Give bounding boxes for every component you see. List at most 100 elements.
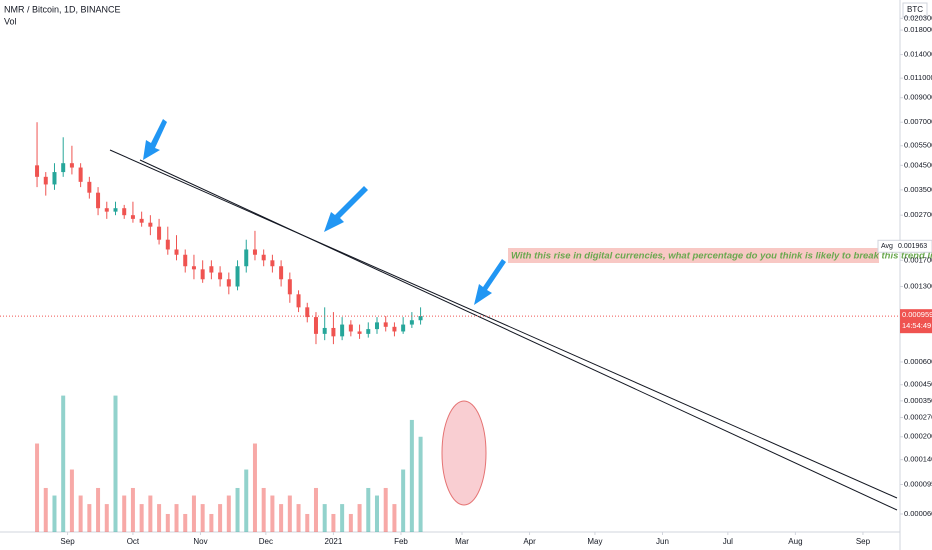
volume-bar: [270, 495, 275, 532]
volume-bar: [340, 504, 345, 532]
y2-tick-label: 0.000060: [904, 509, 932, 518]
candle-body: [366, 329, 371, 334]
x-tick-label: Mar: [455, 537, 469, 546]
volume-bar: [35, 443, 40, 532]
candle-body: [252, 249, 257, 255]
candle-body: [87, 181, 92, 193]
volume-bar: [87, 504, 92, 532]
volume-bar: [392, 504, 397, 532]
volume-bar: [348, 513, 353, 532]
x-tick-label: Jun: [656, 537, 669, 546]
candle-body: [218, 272, 223, 280]
arrow: [474, 259, 506, 305]
volume-bar: [287, 495, 292, 532]
x-tick-label: Sep: [60, 537, 75, 546]
volume-bar: [139, 504, 144, 532]
avg-value: 0.001963: [898, 243, 927, 250]
candle-body: [409, 320, 414, 325]
marks: [35, 122, 423, 532]
x-tick-label: Sep: [856, 537, 871, 546]
volume-bar: [113, 395, 118, 532]
volume-bar: [226, 495, 231, 532]
volume-bar: [157, 504, 162, 532]
annotation: With this rise in digital currencies, wh…: [511, 251, 932, 262]
candle-body: [401, 324, 406, 332]
candle-body: [313, 317, 318, 334]
volume-bar: [322, 504, 327, 532]
volume-bar: [418, 436, 423, 532]
y2-tick-label: 0.000095: [904, 479, 932, 488]
candle-body: [130, 215, 135, 219]
volume-bar: [305, 513, 310, 532]
volume-bar: [296, 504, 301, 532]
volume-bar: [331, 513, 336, 532]
currency-box: [902, 2, 928, 18]
volume-bar: [383, 487, 388, 532]
x-tick-label: May: [587, 537, 602, 546]
volume-bar: [148, 495, 153, 532]
volume-bar: [78, 495, 83, 532]
arrows: [143, 119, 506, 305]
volume-bar: [104, 504, 109, 532]
x-tick-label: Apr: [523, 537, 536, 546]
candle-body: [305, 307, 310, 318]
volume-bar: [69, 469, 74, 532]
x-tick-label: Jul: [723, 537, 733, 546]
avg-label: Avg: [881, 243, 893, 250]
candle-body: [357, 331, 362, 334]
candle-body: [69, 163, 74, 168]
volume-label: Vol: [4, 16, 17, 26]
volume-bar: [252, 443, 257, 532]
volume-bar: [61, 395, 66, 532]
volume-bar: [409, 419, 414, 532]
volume-bar: [261, 487, 266, 532]
candle-body: [322, 327, 327, 334]
candle-body: [392, 326, 397, 332]
last-price-label: 0.000959: [902, 310, 932, 319]
volume-bar: [191, 495, 196, 532]
candle-body: [235, 266, 240, 287]
volume-bar: [122, 495, 127, 532]
candle-body: [374, 322, 379, 330]
candle-body: [279, 266, 284, 280]
candle-body: [122, 208, 127, 216]
candle-body: [209, 266, 214, 273]
candle-body: [148, 222, 153, 227]
candle-body: [348, 324, 353, 332]
candle-body: [104, 208, 109, 212]
volume-bar: [244, 469, 249, 532]
volume-bar: [366, 487, 371, 532]
candle-body: [244, 249, 249, 267]
countdown: 14:54:49: [902, 321, 931, 330]
annotation-box: [508, 248, 879, 263]
volume-bar: [401, 469, 406, 532]
volume-bar: [313, 487, 318, 532]
candle-body: [165, 239, 170, 250]
volume-bar: [357, 504, 362, 532]
candle-body: [113, 208, 118, 212]
arrow: [143, 119, 167, 160]
candle-body: [35, 165, 40, 177]
volume-bar: [200, 504, 205, 532]
candle-body: [191, 266, 196, 270]
highlight-ellipse: [441, 400, 487, 506]
chart-title: NMR / Bitcoin, 1D, BINANCE: [4, 4, 121, 14]
volume-bar: [374, 495, 379, 532]
y-tick-label: 0.011000: [904, 73, 932, 82]
candle-body: [139, 218, 144, 223]
volume-bar: [96, 487, 101, 532]
arrow: [324, 186, 368, 232]
volume-bar: [43, 487, 48, 532]
